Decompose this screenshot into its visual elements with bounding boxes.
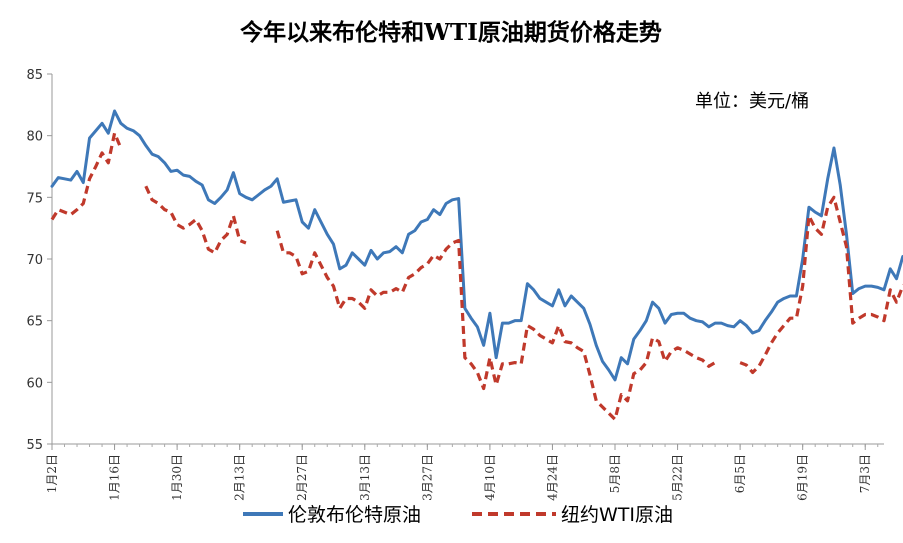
x-tick-label: 5月22日 [671,454,685,501]
x-tick-label: 3月27日 [420,454,434,501]
legend-label-wti: 纽约WTI原油 [561,504,673,526]
x-tick-label: 6月5日 [733,454,747,493]
x-tick-label: 4月10日 [483,454,497,501]
axes: 55 60 65 70 75 80 85 1月2日 1月16日 1月30日 2月13日 2月27日 3月… [26,68,884,501]
x-tick-label: 7月3日 [858,454,872,493]
series-layer [50,109,903,421]
x-tick-label: 2月13日 [233,454,247,501]
x-tick-label: 3月13日 [358,454,372,501]
y-tick-label: 80 [26,130,43,145]
series-line-wti [50,131,903,421]
legend: 伦敦布伦特原油 纽约WTI原油 [243,504,673,526]
y-tick-label: 70 [26,253,43,268]
x-tick-label: 1月16日 [108,454,122,501]
y-tick-label: 60 [26,376,43,391]
x-tick-label: 6月19日 [796,454,810,501]
chart-title: 今年以来布伦特和WTI原油期货价格走势 [240,19,662,46]
legend-label-brent: 伦敦布伦特原油 [288,504,421,526]
y-tick-label: 65 [26,315,43,330]
series-line-brent [50,109,903,382]
y-tick-label: 85 [26,68,43,83]
x-tick-label: 1月2日 [45,454,59,493]
y-tick-label: 75 [26,191,43,206]
unit-label: 单位：美元/桶 [695,91,809,112]
x-tick-label: 2月27日 [295,454,309,501]
x-tick-label: 4月24日 [545,454,559,501]
x-tick-label: 5月8日 [608,454,622,493]
y-tick-label: 55 [26,438,43,453]
x-tick-label: 1月30日 [170,454,184,501]
